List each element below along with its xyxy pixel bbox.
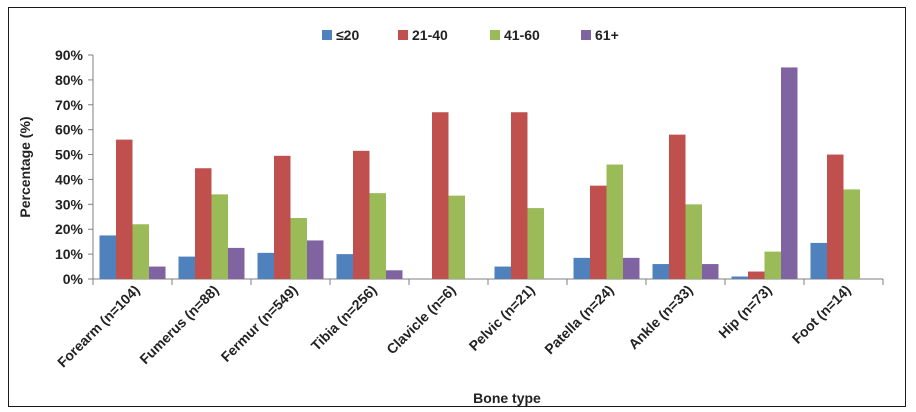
x-axis-title: Bone type — [473, 390, 541, 406]
x-tick-label: Fumerus (n=88) — [136, 282, 221, 367]
bar — [228, 247, 245, 279]
x-tick-label: Pelvic (n=21) — [465, 282, 537, 354]
bar — [116, 139, 133, 279]
bar — [527, 208, 544, 279]
x-tick-label: Hip (n=73) — [715, 282, 774, 341]
y-tick-label: 50% — [55, 147, 84, 163]
bar — [369, 193, 386, 279]
bar — [623, 257, 640, 279]
bar — [274, 155, 291, 279]
legend-swatch — [490, 30, 500, 40]
legend-label: 41-60 — [504, 27, 540, 43]
y-tick-label: 10% — [55, 246, 84, 262]
bar — [195, 168, 212, 279]
bar — [132, 224, 149, 279]
bar — [448, 195, 465, 279]
y-tick-label: 30% — [55, 196, 84, 212]
bar — [843, 189, 860, 279]
x-tick-label: Fermur (n=549) — [218, 282, 301, 365]
bar — [211, 194, 228, 279]
y-tick-label: 70% — [55, 97, 84, 113]
legend-label: 61+ — [595, 27, 619, 43]
legend-swatch — [398, 30, 408, 40]
x-tick-label: Foot (n=14) — [789, 282, 854, 347]
bar — [781, 67, 798, 279]
legend-swatch — [322, 30, 332, 40]
bar — [748, 271, 765, 279]
bar — [590, 185, 607, 279]
bar — [149, 266, 166, 279]
bar — [257, 252, 274, 279]
y-tick-label: 0% — [63, 271, 84, 287]
bar — [606, 164, 623, 279]
bar — [432, 112, 449, 279]
bar — [511, 112, 528, 279]
y-tick-label: 60% — [55, 122, 84, 138]
bar — [307, 240, 324, 279]
bar — [652, 264, 669, 279]
bar — [810, 242, 827, 279]
bar — [685, 204, 702, 279]
bar — [290, 218, 307, 279]
bar — [99, 235, 116, 279]
bar — [827, 154, 844, 279]
x-tick-label: Clavicle (n=6) — [383, 282, 458, 357]
bar — [764, 251, 781, 279]
bar — [494, 266, 511, 279]
y-tick-label: 90% — [55, 47, 84, 63]
bar — [702, 264, 719, 279]
y-tick-label: 20% — [55, 221, 84, 237]
bar — [178, 256, 195, 279]
y-tick-label: 80% — [55, 72, 84, 88]
legend-swatch — [581, 30, 591, 40]
bar — [353, 150, 370, 279]
x-tick-label: Tibia (n=256) — [308, 282, 380, 354]
legend-label: 21-40 — [412, 27, 448, 43]
bar — [669, 134, 686, 279]
y-tick-label: 40% — [55, 171, 84, 187]
bar — [573, 257, 590, 279]
bar — [731, 276, 748, 279]
legend-label: ≤20 — [336, 27, 359, 43]
bar — [386, 270, 403, 279]
x-tick-label: Patella (n=24) — [541, 282, 616, 357]
x-tick-label: Ankle (n=33) — [625, 282, 695, 352]
x-tick-label: Forearm (n=104) — [54, 282, 143, 371]
y-axis-title: Percentage (%) — [17, 116, 33, 217]
bar — [336, 254, 353, 279]
